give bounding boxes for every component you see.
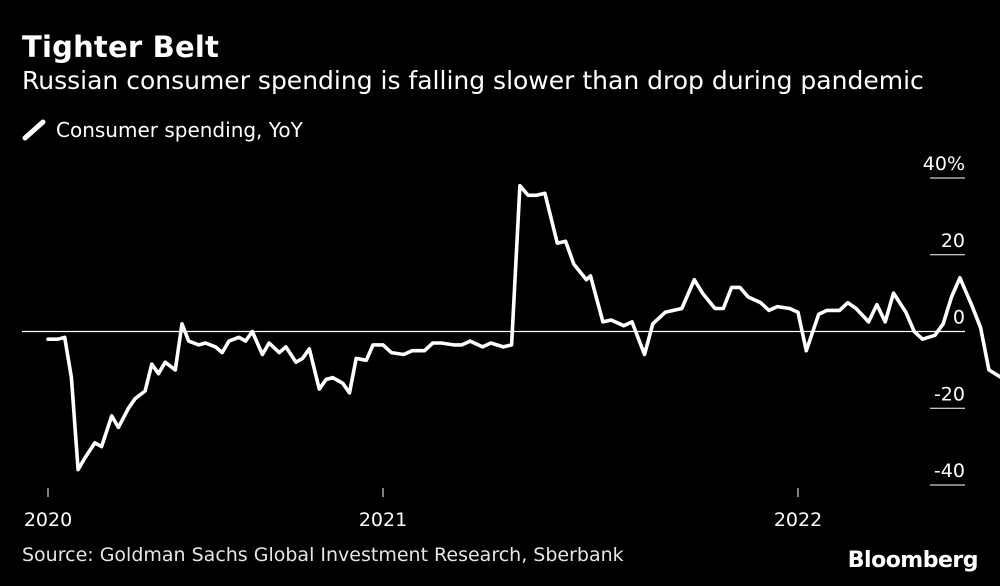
y-tick-label: -20	[934, 383, 965, 405]
source-note: Source: Goldman Sachs Global Investment …	[22, 544, 624, 566]
legend: Consumer spending, YoY	[22, 118, 303, 142]
y-tick-label: 20	[941, 230, 965, 252]
y-tick-label: -40	[934, 460, 965, 482]
bloomberg-logo: Bloomberg	[847, 548, 979, 573]
x-tick-label: 2022	[774, 509, 822, 531]
y-gridlines: 40% 20 0 -20 -40	[22, 153, 965, 486]
chart-title: Tighter Belt	[22, 30, 220, 64]
legend-line-icon	[22, 119, 46, 141]
y-tick-label: 0	[953, 307, 965, 329]
legend-label: Consumer spending, YoY	[56, 118, 303, 142]
x-axis: 2020 2021 2022	[24, 488, 822, 531]
series-layer	[46, 183, 1000, 472]
series-line-consumer-spending	[46, 183, 1000, 472]
chart-subtitle: Russian consumer spending is falling slo…	[22, 66, 924, 95]
y-tick-label: 40%	[923, 153, 965, 175]
x-tick-label: 2021	[359, 509, 407, 531]
x-tick-label: 2020	[24, 509, 72, 531]
